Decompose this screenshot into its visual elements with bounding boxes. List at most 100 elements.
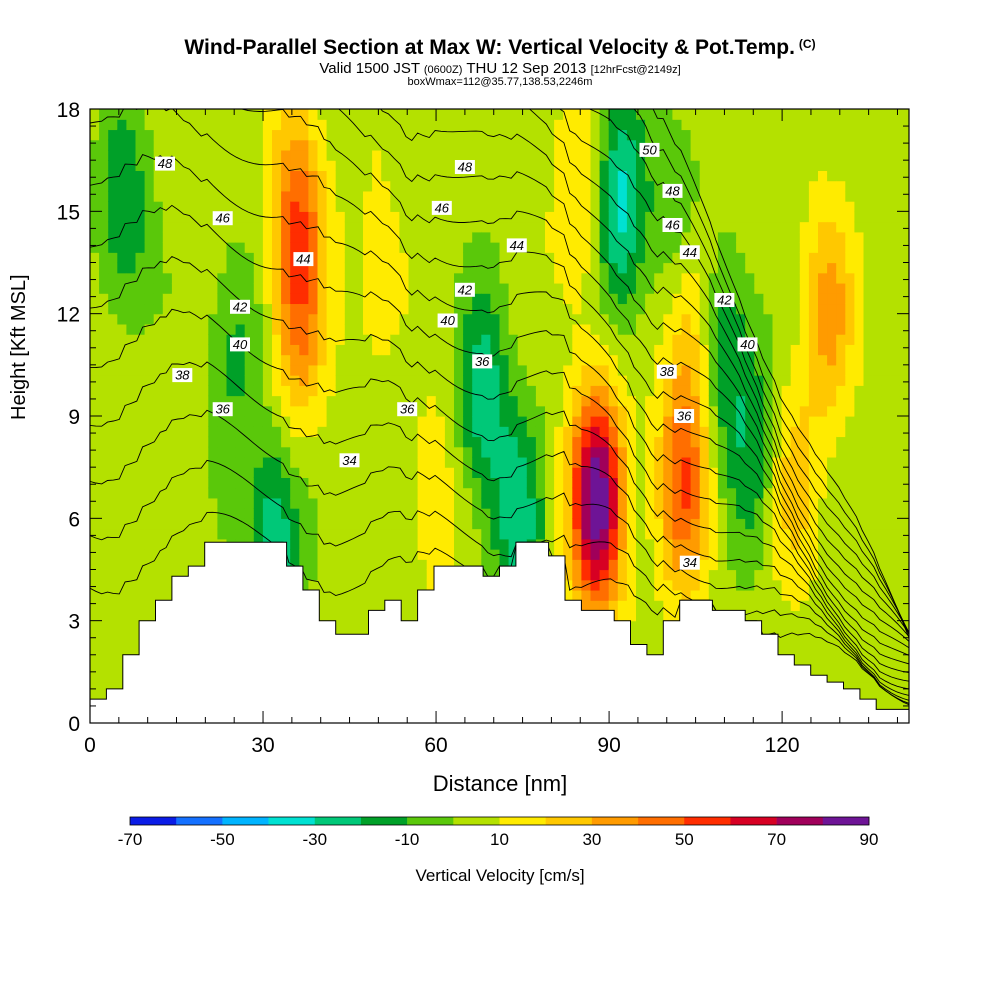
velocity-cell <box>390 139 400 151</box>
velocity-cell <box>654 252 664 264</box>
velocity-cell <box>435 549 446 560</box>
velocity-cell <box>563 262 573 274</box>
velocity-cell <box>235 467 246 478</box>
velocity-cell <box>299 170 309 182</box>
velocity-cell <box>126 518 137 530</box>
velocity-cell <box>763 293 774 305</box>
velocity-cell <box>681 375 692 386</box>
velocity-cell <box>717 282 728 294</box>
velocity-cell <box>799 487 810 499</box>
velocity-cell <box>517 467 528 478</box>
velocity-cell <box>754 395 764 407</box>
velocity-cell <box>126 170 137 182</box>
velocity-cell <box>790 231 801 243</box>
velocity-cell <box>344 549 355 560</box>
velocity-cell <box>663 395 673 407</box>
velocity-cell <box>463 252 473 264</box>
velocity-cell <box>699 559 710 571</box>
velocity-cell <box>554 467 564 478</box>
velocity-cell <box>754 334 764 345</box>
velocity-cell <box>463 303 473 315</box>
velocity-cell <box>372 109 382 120</box>
velocity-cell <box>435 538 446 550</box>
velocity-cell <box>190 160 200 171</box>
velocity-cell <box>636 630 646 642</box>
velocity-cell <box>126 436 137 448</box>
velocity-cell <box>335 477 346 489</box>
velocity-cell <box>554 487 564 499</box>
velocity-cell <box>190 497 200 509</box>
velocity-cell <box>290 354 300 366</box>
velocity-cell <box>681 446 692 458</box>
velocity-cell <box>535 129 546 141</box>
velocity-cell <box>827 436 837 448</box>
velocity-cell <box>126 456 137 468</box>
velocity-cell <box>290 436 300 448</box>
velocity-cell <box>790 313 801 325</box>
velocity-cell <box>590 334 601 345</box>
velocity-cell <box>171 190 182 202</box>
velocity-cell <box>745 313 755 325</box>
velocity-cell <box>572 201 582 212</box>
velocity-cell <box>699 231 710 243</box>
velocity-cell <box>190 272 200 284</box>
velocity-cell <box>754 364 764 376</box>
velocity-cell <box>363 610 373 622</box>
velocity-cell <box>435 508 446 519</box>
velocity-cell <box>99 252 109 264</box>
velocity-cell <box>554 313 564 325</box>
velocity-cell <box>490 323 501 335</box>
velocity-cell <box>772 538 783 550</box>
velocity-cell <box>117 436 127 448</box>
velocity-cell <box>390 446 400 458</box>
velocity-cell <box>399 160 410 171</box>
velocity-cell <box>208 477 218 489</box>
velocity-cell <box>335 600 346 612</box>
velocity-cell <box>235 149 246 161</box>
velocity-cell <box>153 405 164 417</box>
velocity-cell <box>144 149 155 161</box>
velocity-cell <box>90 323 100 335</box>
velocity-cell <box>262 129 273 141</box>
velocity-cell <box>235 282 246 294</box>
velocity-cell <box>399 231 410 243</box>
velocity-cell <box>499 538 510 550</box>
velocity-cell <box>799 416 810 427</box>
velocity-cell <box>681 139 692 151</box>
velocity-cell <box>335 426 346 438</box>
velocity-cell <box>727 416 737 427</box>
velocity-cell <box>526 262 537 274</box>
velocity-cell <box>636 334 646 345</box>
velocity-cell <box>681 262 692 274</box>
velocity-cell <box>717 446 728 458</box>
velocity-cell <box>526 395 537 407</box>
velocity-cell <box>535 211 546 223</box>
velocity-cell <box>208 446 218 458</box>
velocity-cell <box>454 477 464 489</box>
velocity-cell <box>117 671 127 683</box>
velocity-cell <box>836 139 846 151</box>
velocity-cell <box>363 129 373 141</box>
velocity-cell <box>162 211 173 223</box>
velocity-cell <box>517 282 528 294</box>
velocity-cell <box>126 579 137 591</box>
velocity-cell <box>599 549 610 560</box>
velocity-cell <box>772 405 783 417</box>
velocity-cell <box>262 344 273 356</box>
velocity-cell <box>326 375 337 386</box>
velocity-cell <box>281 395 291 407</box>
velocity-cell <box>444 109 455 120</box>
velocity-cell <box>472 436 482 448</box>
velocity-cell <box>636 160 646 171</box>
velocity-cell <box>727 487 737 499</box>
velocity-cell <box>608 405 619 417</box>
velocity-cell <box>162 180 173 192</box>
velocity-cell <box>799 221 810 233</box>
velocity-cell <box>608 538 619 550</box>
velocity-cell <box>372 426 382 438</box>
velocity-cell <box>162 129 173 141</box>
velocity-cell <box>836 242 846 253</box>
velocity-cell <box>126 313 137 325</box>
velocity-cell <box>808 508 819 519</box>
velocity-cell <box>199 252 209 264</box>
